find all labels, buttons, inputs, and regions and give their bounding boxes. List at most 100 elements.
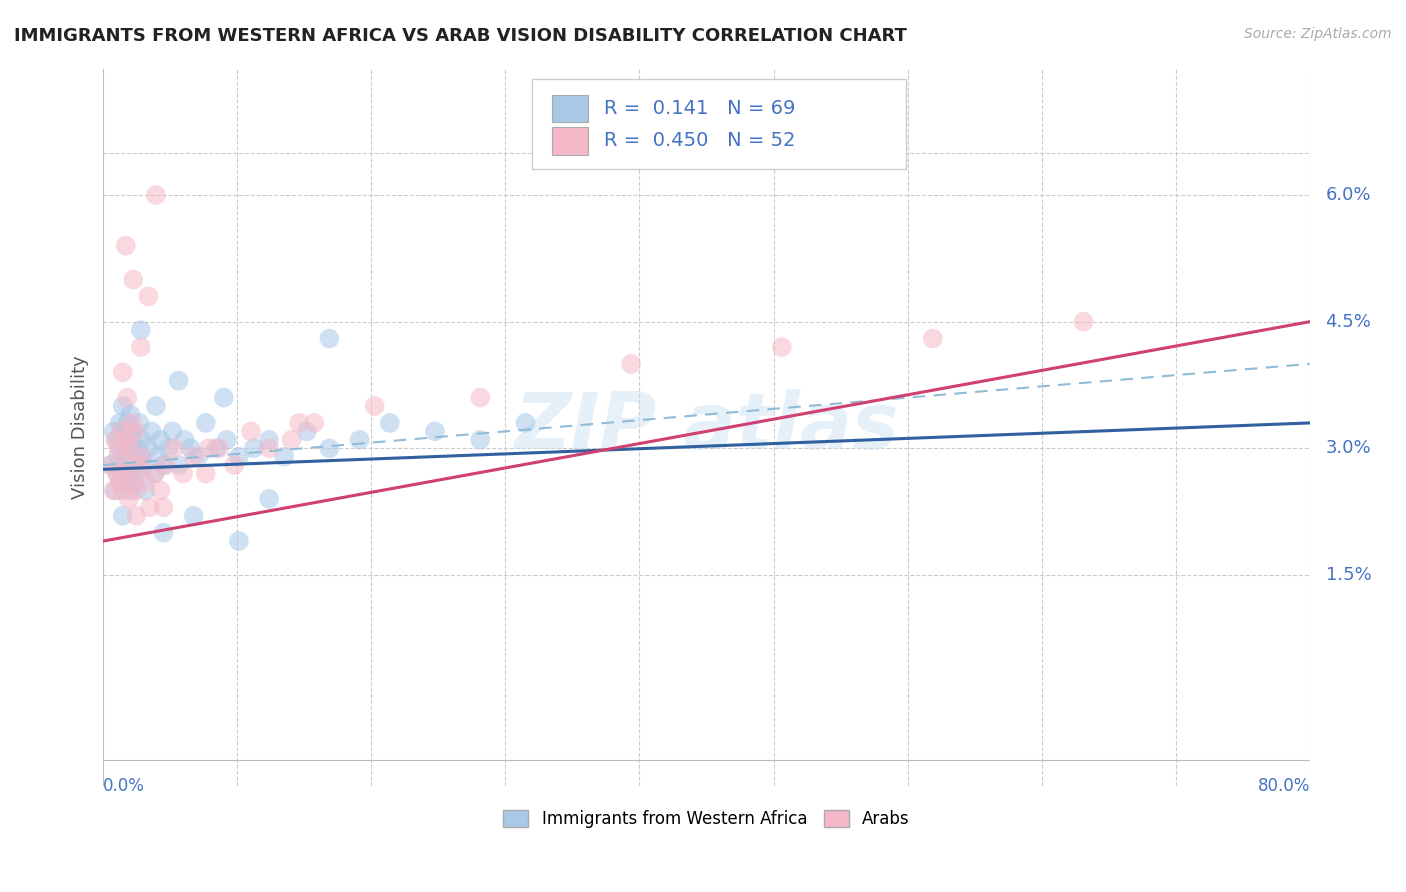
Point: [132, 458, 155, 472]
Point: [152, 458, 174, 472]
Point: [378, 416, 401, 430]
Point: [172, 467, 194, 481]
Point: [1073, 315, 1095, 329]
Point: [143, 467, 166, 481]
Point: [349, 433, 371, 447]
Point: [125, 508, 148, 523]
Point: [288, 416, 311, 430]
Point: [152, 500, 174, 515]
Point: [156, 442, 179, 456]
Point: [273, 450, 295, 464]
Point: [122, 458, 145, 472]
Point: [111, 483, 134, 498]
Point: [921, 332, 943, 346]
Point: [318, 442, 340, 456]
Point: [138, 442, 160, 456]
FancyBboxPatch shape: [553, 95, 588, 122]
Point: [110, 458, 132, 472]
Point: [257, 442, 280, 456]
Point: [114, 467, 136, 481]
Point: [197, 442, 219, 456]
Point: [134, 483, 156, 498]
Point: [117, 416, 139, 430]
FancyBboxPatch shape: [553, 128, 588, 154]
Text: R =  0.141   N = 69: R = 0.141 N = 69: [605, 99, 796, 118]
Text: 3.0%: 3.0%: [1326, 439, 1371, 458]
Text: 80.0%: 80.0%: [1257, 777, 1310, 796]
Text: IMMIGRANTS FROM WESTERN AFRICA VS ARAB VISION DISABILITY CORRELATION CHART: IMMIGRANTS FROM WESTERN AFRICA VS ARAB V…: [14, 27, 907, 45]
Point: [112, 450, 135, 464]
Point: [363, 399, 385, 413]
Point: [107, 450, 129, 464]
Point: [114, 467, 136, 481]
Point: [128, 416, 150, 430]
Point: [100, 458, 122, 472]
Point: [239, 425, 262, 439]
Point: [125, 442, 148, 456]
Point: [131, 450, 153, 464]
Point: [163, 442, 186, 456]
Point: [318, 332, 340, 346]
Point: [304, 416, 326, 430]
Point: [125, 483, 148, 498]
Legend: Immigrants from Western Africa, Arabs: Immigrants from Western Africa, Arabs: [496, 804, 917, 835]
Point: [117, 458, 139, 472]
Point: [103, 483, 125, 498]
Point: [183, 508, 205, 523]
Point: [149, 433, 172, 447]
Point: [257, 433, 280, 447]
Point: [112, 450, 135, 464]
Point: [120, 408, 142, 422]
Point: [120, 442, 142, 456]
Point: [117, 391, 139, 405]
Point: [107, 467, 129, 481]
Point: [124, 425, 146, 439]
Point: [111, 365, 134, 379]
Point: [770, 340, 793, 354]
Point: [224, 458, 246, 472]
Point: [228, 534, 250, 549]
Point: [423, 425, 446, 439]
Point: [104, 433, 127, 447]
Point: [114, 433, 136, 447]
Point: [470, 433, 492, 447]
FancyBboxPatch shape: [531, 79, 905, 169]
Text: 0.0%: 0.0%: [103, 777, 145, 796]
Point: [152, 525, 174, 540]
Point: [131, 433, 153, 447]
Point: [111, 399, 134, 413]
Point: [162, 425, 184, 439]
Point: [129, 323, 152, 337]
Point: [146, 450, 169, 464]
Point: [145, 188, 167, 202]
Point: [143, 467, 166, 481]
Text: 4.5%: 4.5%: [1326, 313, 1371, 331]
Point: [139, 500, 162, 515]
Point: [100, 458, 122, 472]
Point: [121, 425, 143, 439]
Point: [173, 433, 195, 447]
Point: [121, 458, 143, 472]
Point: [129, 450, 152, 464]
Point: [515, 416, 537, 430]
Point: [114, 238, 136, 252]
Point: [212, 391, 235, 405]
Point: [110, 442, 132, 456]
Point: [127, 467, 149, 481]
Point: [121, 416, 143, 430]
Point: [620, 357, 643, 371]
Point: [228, 450, 250, 464]
Point: [110, 425, 132, 439]
Point: [118, 491, 141, 506]
Point: [105, 433, 128, 447]
Point: [108, 475, 131, 489]
Point: [107, 442, 129, 456]
Point: [149, 483, 172, 498]
Point: [141, 425, 163, 439]
Point: [194, 416, 217, 430]
Point: [194, 467, 217, 481]
Text: Source: ZipAtlas.com: Source: ZipAtlas.com: [1244, 27, 1392, 41]
Point: [111, 508, 134, 523]
Point: [103, 425, 125, 439]
Text: 1.5%: 1.5%: [1326, 566, 1371, 584]
